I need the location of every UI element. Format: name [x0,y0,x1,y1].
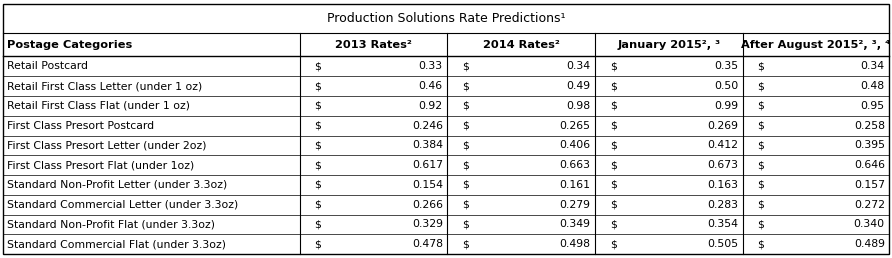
Text: $: $ [462,101,469,111]
Text: January 2015², ³: January 2015², ³ [617,39,721,50]
Text: $: $ [462,200,469,210]
Text: $: $ [757,200,764,210]
Text: 0.157: 0.157 [854,180,885,190]
Text: Standard Commercial Letter (under 3.3oz): Standard Commercial Letter (under 3.3oz) [7,200,238,210]
Text: Retail First Class Flat (under 1 oz): Retail First Class Flat (under 1 oz) [7,101,190,111]
Text: $: $ [462,239,469,249]
Text: 0.265: 0.265 [559,121,591,131]
Text: 0.384: 0.384 [412,140,442,150]
Text: 0.489: 0.489 [854,239,885,249]
Text: 0.412: 0.412 [707,140,738,150]
Text: First Class Presort Flat (under 1oz): First Class Presort Flat (under 1oz) [7,160,194,170]
Text: 0.266: 0.266 [412,200,442,210]
Text: After August 2015², ³, ⁴: After August 2015², ³, ⁴ [741,39,890,50]
Text: Standard Commercial Flat (under 3.3oz): Standard Commercial Flat (under 3.3oz) [7,239,227,249]
Text: $: $ [610,200,616,210]
Text: $: $ [462,140,469,150]
Text: 0.498: 0.498 [559,239,591,249]
Text: 0.646: 0.646 [854,160,885,170]
Text: $: $ [610,239,616,249]
Text: 0.349: 0.349 [559,220,591,229]
Text: $: $ [610,160,616,170]
Text: $: $ [757,180,764,190]
Text: $: $ [462,180,469,190]
Text: $: $ [315,140,321,150]
Text: $: $ [315,200,321,210]
Text: $: $ [462,160,469,170]
Text: $: $ [757,140,764,150]
Text: $: $ [757,220,764,229]
Text: 0.272: 0.272 [854,200,885,210]
Text: $: $ [462,61,469,71]
Text: 0.246: 0.246 [412,121,442,131]
Text: $: $ [757,239,764,249]
Text: 2014 Rates²: 2014 Rates² [483,39,559,50]
Text: $: $ [315,101,321,111]
Text: 0.161: 0.161 [559,180,591,190]
Text: $: $ [315,160,321,170]
Text: 0.329: 0.329 [412,220,442,229]
Text: $: $ [610,180,616,190]
Text: $: $ [315,220,321,229]
Text: First Class Presort Postcard: First Class Presort Postcard [7,121,154,131]
Text: 0.154: 0.154 [412,180,442,190]
Text: $: $ [610,140,616,150]
Text: Standard Non-Profit Letter (under 3.3oz): Standard Non-Profit Letter (under 3.3oz) [7,180,227,190]
Text: 0.617: 0.617 [412,160,442,170]
Text: 0.48: 0.48 [861,81,885,91]
Text: 0.46: 0.46 [418,81,442,91]
Text: 2013 Rates²: 2013 Rates² [335,39,412,50]
Text: 0.163: 0.163 [707,180,738,190]
Text: 0.354: 0.354 [707,220,738,229]
Text: $: $ [315,121,321,131]
Text: $: $ [757,101,764,111]
Text: 0.505: 0.505 [707,239,738,249]
Text: 0.50: 0.50 [714,81,738,91]
Text: 0.49: 0.49 [566,81,591,91]
Text: $: $ [315,61,321,71]
Text: 0.663: 0.663 [559,160,591,170]
Text: 0.478: 0.478 [412,239,442,249]
Text: $: $ [315,81,321,91]
Text: 0.395: 0.395 [854,140,885,150]
Text: $: $ [462,81,469,91]
Text: $: $ [610,101,616,111]
Text: 0.98: 0.98 [566,101,591,111]
Text: $: $ [757,121,764,131]
Text: 0.95: 0.95 [861,101,885,111]
Text: $: $ [610,121,616,131]
Text: 0.34: 0.34 [566,61,591,71]
Text: 0.340: 0.340 [854,220,885,229]
Text: Retail First Class Letter (under 1 oz): Retail First Class Letter (under 1 oz) [7,81,202,91]
Text: 0.92: 0.92 [418,101,442,111]
Text: 0.673: 0.673 [707,160,738,170]
Text: Standard Non-Profit Flat (under 3.3oz): Standard Non-Profit Flat (under 3.3oz) [7,220,215,229]
Text: 0.35: 0.35 [714,61,738,71]
Text: $: $ [757,160,764,170]
Text: Retail Postcard: Retail Postcard [7,61,88,71]
Text: 0.258: 0.258 [854,121,885,131]
Text: 0.269: 0.269 [707,121,738,131]
Text: Postage Categories: Postage Categories [7,39,132,50]
Text: $: $ [610,81,616,91]
Text: Production Solutions Rate Predictions¹: Production Solutions Rate Predictions¹ [326,12,566,25]
Text: 0.99: 0.99 [714,101,738,111]
Text: 0.34: 0.34 [861,61,885,71]
Text: $: $ [757,81,764,91]
Text: $: $ [462,121,469,131]
Text: $: $ [757,61,764,71]
Text: $: $ [315,180,321,190]
Text: $: $ [610,61,616,71]
Text: 0.406: 0.406 [559,140,591,150]
Text: $: $ [462,220,469,229]
Text: 0.283: 0.283 [707,200,738,210]
Text: 0.33: 0.33 [418,61,442,71]
Text: 0.279: 0.279 [559,200,591,210]
Text: $: $ [610,220,616,229]
Text: First Class Presort Letter (under 2oz): First Class Presort Letter (under 2oz) [7,140,207,150]
Text: $: $ [315,239,321,249]
